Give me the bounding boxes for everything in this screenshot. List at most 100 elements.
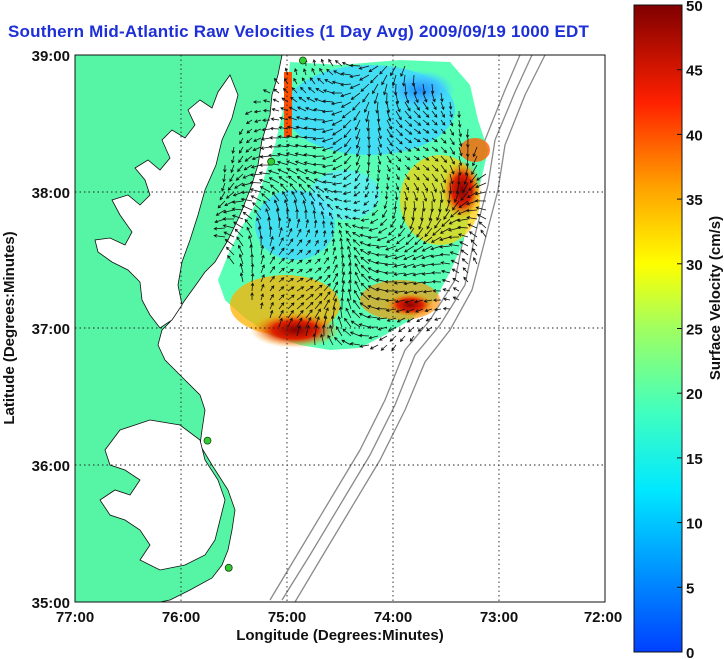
velocity-arrow xyxy=(231,200,244,204)
velocity-arrow xyxy=(375,261,388,265)
velocity-arrow xyxy=(431,119,438,126)
velocity-arrow xyxy=(458,146,463,157)
velocity-arrow xyxy=(359,74,370,81)
velocity-arrow xyxy=(354,254,361,265)
velocity-arrow xyxy=(458,200,469,209)
velocity-arrow xyxy=(242,173,253,179)
velocity-arrow xyxy=(458,128,463,138)
velocity-arrow xyxy=(287,248,294,256)
velocity-arrow xyxy=(468,182,478,191)
velocity-arrow xyxy=(249,180,262,185)
velocity-arrow xyxy=(249,244,253,256)
velocity-arrow xyxy=(337,315,343,328)
velocity-arrow xyxy=(349,331,361,337)
velocity-arrow xyxy=(421,272,433,276)
velocity-arrow xyxy=(379,65,388,75)
velocity-arrow xyxy=(314,276,323,283)
velocity-arrow xyxy=(416,317,424,323)
velocity-arrow xyxy=(260,264,265,274)
velocity-arrow xyxy=(336,214,343,220)
velocity-arrow xyxy=(386,110,392,122)
velocity-arrow xyxy=(269,245,275,256)
velocity-arrow xyxy=(314,239,319,247)
velocity-arrow xyxy=(233,221,244,229)
velocity-arrow xyxy=(430,236,442,243)
velocity-arrow xyxy=(314,97,325,103)
velocity-arrow xyxy=(260,244,265,256)
velocity-arrow xyxy=(215,209,226,216)
velocity-arrow xyxy=(422,155,430,161)
velocity-arrow xyxy=(278,294,285,301)
velocity-arrow xyxy=(440,182,445,194)
velocity-arrow xyxy=(343,128,352,139)
colorbar-tick-label: 25 xyxy=(686,322,703,339)
velocity-arrow xyxy=(277,144,289,148)
velocity-arrow xyxy=(450,259,460,265)
velocity-arrow xyxy=(448,218,460,225)
velocity-arrow xyxy=(404,155,411,161)
velocity-arrow xyxy=(239,128,244,136)
velocity-arrow xyxy=(358,312,370,319)
velocity-arrow xyxy=(329,324,334,337)
velocity-arrow xyxy=(399,335,406,343)
velocity-arrow xyxy=(382,209,388,218)
velocity-arrow xyxy=(415,308,424,313)
velocity-arrow xyxy=(422,128,430,134)
velocity-arrow xyxy=(321,119,334,124)
velocity-arrow xyxy=(238,253,244,265)
velocity-arrow xyxy=(413,101,420,111)
velocity-arrow xyxy=(442,288,451,292)
velocity-arrow xyxy=(360,83,370,92)
velocity-arrow xyxy=(467,223,478,229)
velocity-arrow xyxy=(322,172,334,177)
velocity-arrow xyxy=(343,155,352,165)
velocity-arrow xyxy=(328,58,334,67)
velocity-arrow xyxy=(393,263,406,268)
velocity-arrow xyxy=(352,239,361,247)
velocity-arrow xyxy=(386,317,397,322)
velocity-arrow xyxy=(312,333,317,346)
velocity-arrow xyxy=(459,241,469,247)
velocity-arrow xyxy=(222,217,235,221)
velocity-arrow xyxy=(305,293,314,301)
velocity-arrow xyxy=(377,326,388,331)
velocity-arrow xyxy=(273,77,280,85)
velocity-arrow xyxy=(374,191,379,199)
velocity-arrow xyxy=(273,88,280,94)
velocity-arrow xyxy=(268,177,280,184)
colorbar-tick-label: 5 xyxy=(686,580,694,597)
velocity-arrow xyxy=(331,80,343,85)
velocity-arrow xyxy=(275,207,280,220)
velocity-arrow xyxy=(248,235,253,247)
velocity-arrow xyxy=(385,308,397,313)
velocity-arrow xyxy=(312,209,317,220)
velocity-arrow xyxy=(393,83,398,96)
velocity-arrow xyxy=(307,87,316,94)
velocity-arrow xyxy=(260,301,264,310)
velocity-arrow xyxy=(311,67,316,76)
velocity-arrow xyxy=(342,182,352,188)
velocity-arrow xyxy=(296,302,305,310)
velocity-arrow xyxy=(304,209,308,220)
velocity-arrow xyxy=(250,253,254,265)
velocity-arrow xyxy=(314,316,320,328)
velocity-arrow xyxy=(250,282,255,292)
velocity-arrow xyxy=(329,212,334,220)
velocity-arrow xyxy=(440,164,447,174)
velocity-arrow xyxy=(269,309,274,319)
velocity-arrow xyxy=(392,209,397,220)
velocity-arrow xyxy=(386,101,391,114)
velocity-arrow xyxy=(422,191,428,202)
velocity-arrow xyxy=(317,193,325,202)
velocity-arrow xyxy=(225,246,235,256)
velocity-arrow xyxy=(452,200,460,211)
velocity-arrow xyxy=(253,128,262,133)
x-tick-label: 77:00 xyxy=(56,609,94,626)
velocity-arrow xyxy=(440,137,447,144)
colorbar-ticks xyxy=(677,4,682,588)
velocity-arrow xyxy=(256,217,262,229)
velocity-arrow xyxy=(312,137,325,141)
velocity-arrow xyxy=(430,245,442,251)
velocity-arrow xyxy=(458,164,462,176)
velocity-arrow xyxy=(309,77,316,85)
